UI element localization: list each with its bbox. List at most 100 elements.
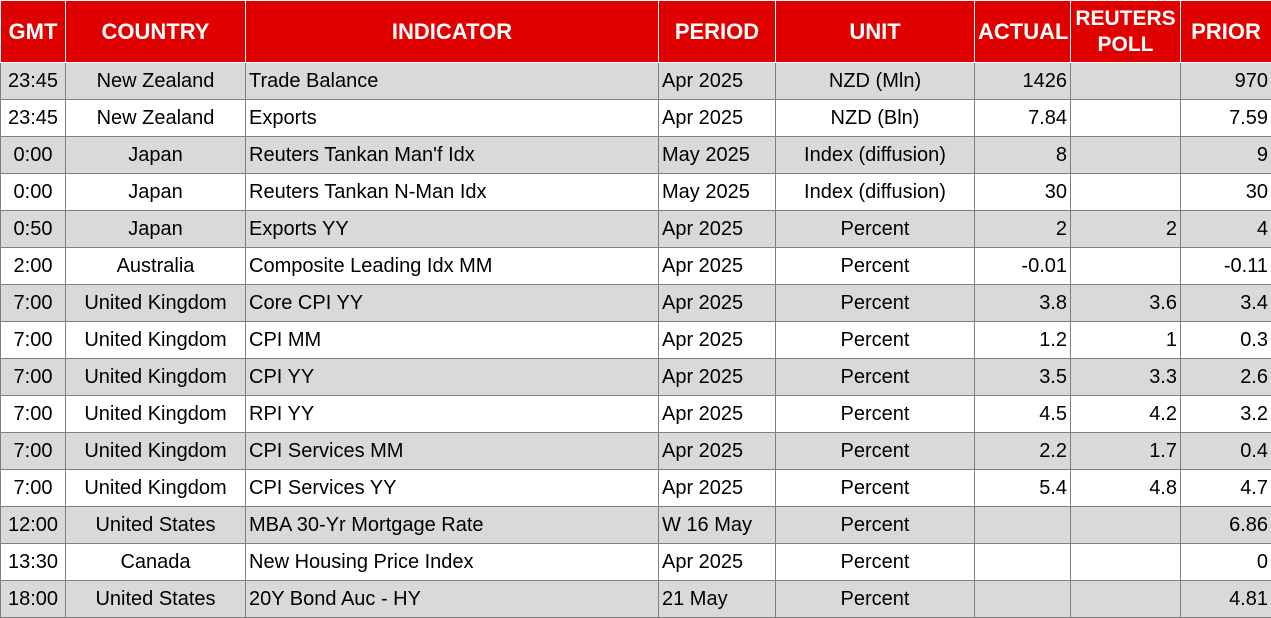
indicator-cell: CPI Services YY bbox=[246, 470, 659, 507]
unit-cell: Index (diffusion) bbox=[776, 174, 975, 211]
gmt-cell: 0:00 bbox=[1, 174, 66, 211]
indicator-cell: Trade Balance bbox=[246, 63, 659, 100]
unit-cell: Percent bbox=[776, 248, 975, 285]
unit-cell: Percent bbox=[776, 285, 975, 322]
reuters-poll-cell: 3.6 bbox=[1071, 285, 1181, 322]
actual-cell: 7.84 bbox=[975, 100, 1071, 137]
country-cell: United Kingdom bbox=[66, 359, 246, 396]
actual-cell: 3.5 bbox=[975, 359, 1071, 396]
country-cell: United Kingdom bbox=[66, 470, 246, 507]
reuters-poll-cell: 3.3 bbox=[1071, 359, 1181, 396]
indicator-cell: CPI MM bbox=[246, 322, 659, 359]
reuters-poll-cell: 1.7 bbox=[1071, 433, 1181, 470]
country-cell: United Kingdom bbox=[66, 285, 246, 322]
gmt-cell: 2:00 bbox=[1, 248, 66, 285]
indicator-cell: Composite Leading Idx MM bbox=[246, 248, 659, 285]
gmt-cell: 7:00 bbox=[1, 359, 66, 396]
actual-cell: 4.5 bbox=[975, 396, 1071, 433]
reuters-poll-cell bbox=[1071, 248, 1181, 285]
period-cell: 21 May bbox=[659, 581, 776, 618]
gmt-cell: 12:00 bbox=[1, 507, 66, 544]
unit-cell: Percent bbox=[776, 544, 975, 581]
indicator-cell: Exports bbox=[246, 100, 659, 137]
actual-cell: 8 bbox=[975, 137, 1071, 174]
period-cell: Apr 2025 bbox=[659, 285, 776, 322]
header-indicator: INDICATOR bbox=[246, 1, 659, 63]
country-cell: Japan bbox=[66, 137, 246, 174]
prior-cell: 9 bbox=[1181, 137, 1271, 174]
actual-cell bbox=[975, 581, 1071, 618]
gmt-cell: 7:00 bbox=[1, 470, 66, 507]
gmt-cell: 18:00 bbox=[1, 581, 66, 618]
indicator-cell: New Housing Price Index bbox=[246, 544, 659, 581]
actual-cell bbox=[975, 544, 1071, 581]
reuters-poll-cell bbox=[1071, 174, 1181, 211]
header-gmt: GMT bbox=[1, 1, 66, 63]
period-cell: Apr 2025 bbox=[659, 211, 776, 248]
period-cell: Apr 2025 bbox=[659, 470, 776, 507]
actual-cell: 5.4 bbox=[975, 470, 1071, 507]
country-cell: New Zealand bbox=[66, 63, 246, 100]
reuters-poll-cell: 2 bbox=[1071, 211, 1181, 248]
period-cell: W 16 May bbox=[659, 507, 776, 544]
unit-cell: Percent bbox=[776, 211, 975, 248]
header-period: PERIOD bbox=[659, 1, 776, 63]
country-cell: Australia bbox=[66, 248, 246, 285]
unit-cell: NZD (Mln) bbox=[776, 63, 975, 100]
header-actual: ACTUAL bbox=[975, 1, 1071, 63]
period-cell: May 2025 bbox=[659, 174, 776, 211]
indicator-cell: 20Y Bond Auc - HY bbox=[246, 581, 659, 618]
country-cell: United States bbox=[66, 507, 246, 544]
actual-cell: 2 bbox=[975, 211, 1071, 248]
period-cell: Apr 2025 bbox=[659, 63, 776, 100]
indicator-cell: RPI YY bbox=[246, 396, 659, 433]
country-cell: New Zealand bbox=[66, 100, 246, 137]
indicator-cell: Reuters Tankan Man'f Idx bbox=[246, 137, 659, 174]
country-cell: Japan bbox=[66, 211, 246, 248]
period-cell: Apr 2025 bbox=[659, 544, 776, 581]
header-prior: PRIOR bbox=[1181, 1, 1271, 63]
period-cell: Apr 2025 bbox=[659, 359, 776, 396]
prior-cell: 6.86 bbox=[1181, 507, 1271, 544]
reuters-poll-cell bbox=[1071, 63, 1181, 100]
period-cell: May 2025 bbox=[659, 137, 776, 174]
actual-cell bbox=[975, 507, 1071, 544]
gmt-cell: 7:00 bbox=[1, 285, 66, 322]
country-cell: United Kingdom bbox=[66, 396, 246, 433]
actual-cell: 1.2 bbox=[975, 322, 1071, 359]
reuters-poll-cell bbox=[1071, 544, 1181, 581]
actual-cell: -0.01 bbox=[975, 248, 1071, 285]
unit-cell: Percent bbox=[776, 507, 975, 544]
unit-cell: Percent bbox=[776, 396, 975, 433]
actual-cell: 30 bbox=[975, 174, 1071, 211]
country-cell: United Kingdom bbox=[66, 322, 246, 359]
reuters-poll-cell bbox=[1071, 100, 1181, 137]
gmt-cell: 0:50 bbox=[1, 211, 66, 248]
prior-cell: 3.2 bbox=[1181, 396, 1271, 433]
unit-cell: Percent bbox=[776, 581, 975, 618]
indicator-cell: CPI YY bbox=[246, 359, 659, 396]
period-cell: Apr 2025 bbox=[659, 433, 776, 470]
header-poll-line1: REUTERS bbox=[1075, 7, 1175, 30]
indicator-cell: CPI Services MM bbox=[246, 433, 659, 470]
reuters-poll-cell: 4.8 bbox=[1071, 470, 1181, 507]
gmt-cell: 7:00 bbox=[1, 322, 66, 359]
country-cell: Japan bbox=[66, 174, 246, 211]
unit-cell: Percent bbox=[776, 322, 975, 359]
gmt-cell: 13:30 bbox=[1, 544, 66, 581]
